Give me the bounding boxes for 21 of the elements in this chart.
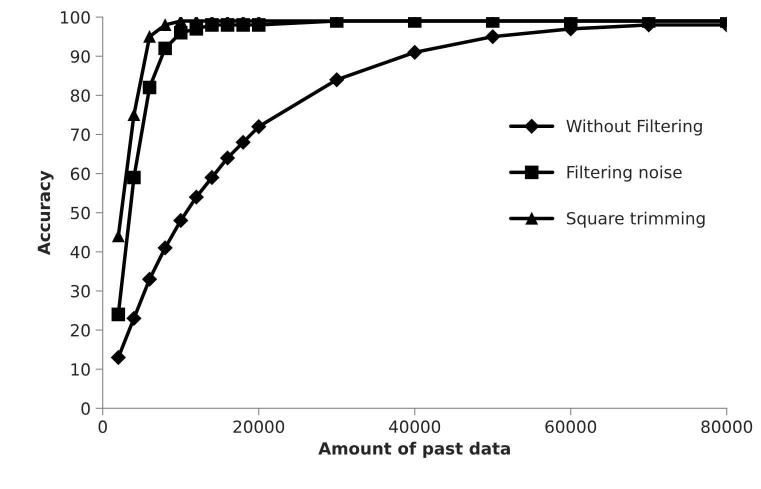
y-axis-title: Accuracy [38,170,54,255]
y-tick-label: 30 [70,284,90,298]
legend-label: Square trimming [566,212,705,228]
y-tick-label: 80 [70,89,90,102]
x-axis-title: Amount of past data [318,442,510,458]
y-tick-label: 0 [81,402,90,415]
y-tick-label: 100 [60,11,90,24]
x-tick-label: 20000 [233,420,284,434]
x-tick-label: 60000 [545,420,596,434]
y-tick-label: 50 [71,206,90,220]
x-tick-label: 0 [98,420,107,434]
x-tick-label: 80000 [701,420,752,434]
y-tick-label: 20 [70,324,90,337]
y-tick-label: 90 [70,50,90,63]
y-tick-label: 70 [71,128,90,142]
y-tick-label: 10 [72,363,90,376]
x-tick-label: 40000 [389,420,440,434]
legend-label: Without Filtering [566,119,702,136]
legend-label: Filtering noise [568,166,682,182]
y-tick-label: 40 [70,246,90,258]
y-tick-label: 60 [70,168,90,180]
